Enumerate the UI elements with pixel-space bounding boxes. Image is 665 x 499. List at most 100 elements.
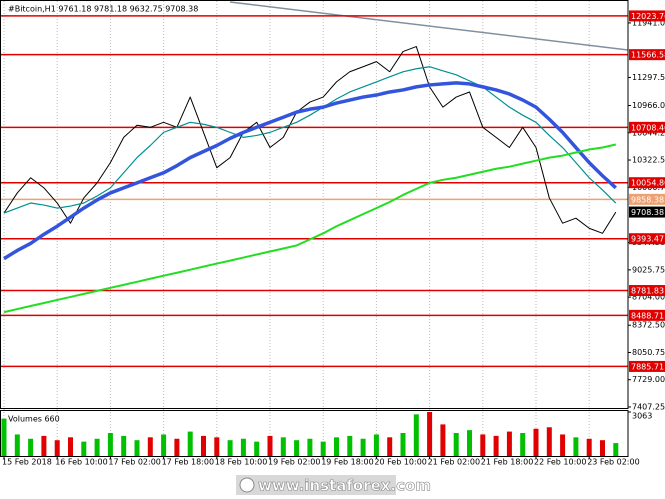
volume-bar [387, 437, 393, 456]
volume-bar [307, 438, 313, 456]
x-tick-label: 21 Feb 18:00 [481, 458, 533, 467]
x-tick-label: 17 Feb 02:00 [108, 458, 160, 467]
x-tick-label: 17 Feb 18:00 [162, 458, 214, 467]
plot [3, 46, 617, 314]
volume-tick-label: 3063 [632, 412, 652, 421]
series-line [3, 66, 617, 214]
volume-bar [347, 435, 353, 456]
level-label-box [629, 49, 665, 61]
level-label-box [629, 10, 665, 22]
y-tick-label: 11941.00 [632, 18, 665, 27]
price-frame [0, 0, 629, 409]
trend-line [229, 1, 629, 51]
x-tick-label: 21 Feb 02:00 [428, 458, 480, 467]
level-label-box [629, 121, 665, 133]
x-tick-label: 16 Feb 10:00 [55, 458, 107, 467]
series-line [3, 143, 617, 314]
level-label-box [629, 206, 665, 218]
level-label-box [629, 360, 665, 372]
volume-bar [68, 437, 73, 456]
volume-bar [187, 431, 193, 456]
x-tick-label: 19 Feb 02:00 [268, 458, 320, 467]
level-label: 7885.71 [631, 362, 664, 371]
volume-bar [81, 441, 87, 456]
volume-bar [147, 437, 153, 456]
volume-bar [600, 440, 605, 456]
y-tick-label: 8372.50 [632, 321, 665, 330]
y-tick-label: 8050.75 [632, 348, 665, 357]
volume-bar [586, 438, 592, 456]
volume-bar [546, 427, 552, 456]
level-label-box [629, 233, 665, 245]
volume-bar [227, 440, 233, 456]
volume-bar [201, 435, 206, 456]
volume-bar [107, 433, 113, 456]
watermark-box [236, 475, 396, 495]
volume-bar [453, 433, 459, 456]
level-label-box [629, 177, 665, 189]
volume-bar [121, 435, 127, 456]
level-label: 10708.40 [631, 123, 665, 132]
volume-bar [533, 428, 539, 456]
level-label: 9858.38 [631, 195, 664, 204]
watermark: www.instaforex.com [236, 475, 431, 495]
volume-bar [427, 412, 433, 456]
volume-bar [506, 431, 512, 456]
volume-bar [334, 437, 339, 456]
volume-bar [254, 441, 260, 456]
level-label: 8488.71 [631, 311, 664, 320]
volume-bar [41, 435, 47, 456]
watermark-icon [239, 477, 255, 493]
volume-bar [267, 435, 273, 456]
volume-bar [400, 433, 406, 456]
volume-bar [1, 418, 7, 456]
volume-frame [0, 410, 629, 457]
level-label: 9708.38 [631, 208, 664, 217]
volume-bar [320, 441, 326, 456]
volume-bar [214, 437, 220, 456]
series-line [3, 81, 617, 261]
levels: 12023.76 11566.58 10708.40 10054.80 9858.38 9… [0, 10, 665, 372]
volume-bar [493, 435, 499, 456]
level-label: 11566.58 [631, 51, 665, 60]
volume-bar [54, 440, 60, 456]
volume-bar [134, 440, 140, 456]
y-tick-label: 8704.00 [632, 293, 665, 302]
volume-bar [360, 438, 366, 456]
volume-bar [373, 434, 379, 456]
watermark-text: www.instaforex.com [258, 477, 431, 495]
volume-bar [14, 434, 20, 456]
level-label: 10054.80 [631, 179, 665, 188]
x-tick-label: 15 Feb 2018 [2, 458, 52, 467]
y-tick-label: 10966.00 [632, 101, 665, 110]
volume-bar [94, 438, 100, 456]
y-tick-label: 10322.50 [632, 156, 665, 165]
x-tick-label: 19 Feb 18:00 [321, 458, 373, 467]
y-tick-label: 9025.75 [632, 265, 665, 274]
volume-bar [174, 438, 180, 456]
volume-bar [280, 437, 286, 456]
volume-bar [28, 438, 34, 456]
y-tick-label: 7729.00 [632, 375, 665, 384]
chart-title: #Bitcoin,H1 9761.18 9781.18 9632.75 9708… [8, 5, 198, 14]
volume-bar [520, 433, 526, 456]
level-label: 12023.76 [631, 12, 665, 21]
volume-title: Volumes 660 [8, 415, 60, 424]
x-tick-label: 18 Feb 10:00 [215, 458, 267, 467]
volume-bar [480, 434, 486, 456]
level-label: 9393.47 [631, 235, 664, 244]
y-tick-label: 11297.50 [632, 73, 665, 82]
series-line [3, 46, 617, 234]
level-label: 8781.83 [631, 287, 664, 296]
y-tick-label: 7407.25 [632, 402, 665, 411]
volume-bar [573, 437, 579, 456]
volume-bar [161, 434, 167, 456]
volume-bar [440, 424, 446, 456]
volume-bar [294, 440, 300, 456]
volume-bar [240, 438, 246, 456]
volume-bar [413, 414, 419, 456]
x-tick-label: 23 Feb 02:00 [587, 458, 639, 467]
volume-panel: 3063 [1, 411, 652, 456]
